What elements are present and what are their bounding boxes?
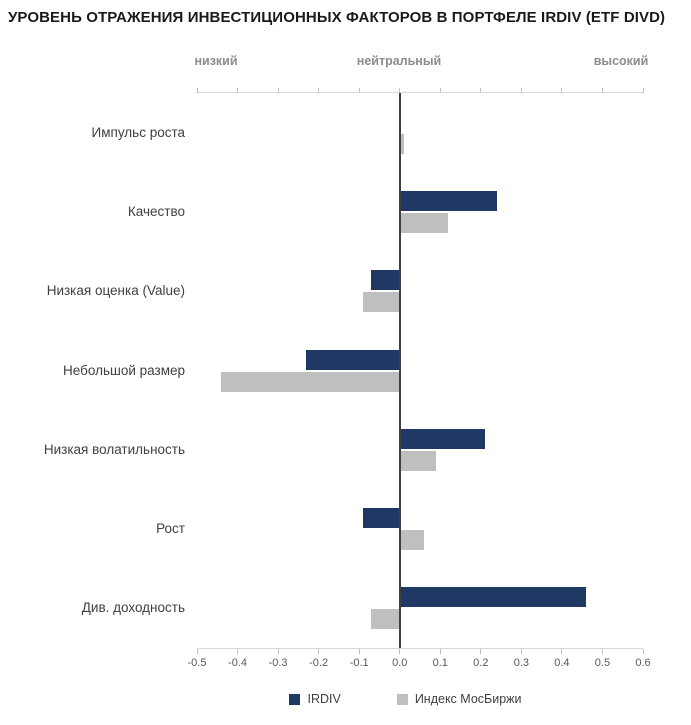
legend-item: IRDIV [289,692,341,706]
legend-label: Индекс МосБиржи [414,692,522,706]
category-label: Качество [127,203,185,219]
bottom-tick-mark [318,649,320,654]
x-tick-label: 0.6 [635,657,651,669]
top-tick-mark [642,88,644,93]
top-tick-mark [480,88,482,93]
x-tick-label: -0.1 [349,657,369,669]
bar-mosbirzhi-index [221,371,400,392]
zone-label-high: высокий [593,54,649,68]
bar-mosbirzhi-index [399,133,404,154]
bar-irdiv [306,349,400,370]
top-tick-mark [439,88,441,93]
category-label: Небольшой размер [63,362,185,378]
category-label: Рост [156,521,185,537]
zone-label-low: низкий [194,54,238,68]
chart-title: УРОВЕНЬ ОТРАЖЕНИЯ ИНВЕСТИЦИОННЫХ ФАКТОРО… [8,9,666,26]
category-label: Низкая волатильность [43,441,185,457]
top-tick-mark [601,88,603,93]
bottom-axis-line [197,648,643,649]
bar-mosbirzhi-index [399,450,437,471]
chart-legend: IRDIV Индекс МосБиржи [60,692,691,706]
x-tick-label: -0.5 [187,657,207,669]
x-tick-label: 0.5 [594,657,611,669]
bottom-tick-mark [480,649,482,654]
bar-irdiv [399,190,498,211]
top-tick-mark [561,88,563,93]
x-tick-label: 0.0 [392,657,408,669]
legend-item: Индекс МосБиржи [396,692,522,706]
bottom-tick-mark [561,649,563,654]
top-tick-mark [277,88,279,93]
category-label: Див. доходность [81,600,185,616]
zero-axis-line [398,93,401,648]
x-tick-label: 0.2 [473,657,489,669]
top-tick-mark [318,88,320,93]
category-label: Низкая оценка (Value) [46,283,185,299]
x-tick-label: 0.4 [554,657,570,669]
bar-mosbirzhi-index [363,292,400,313]
bar-irdiv [399,428,485,449]
bar-irdiv [399,587,587,608]
top-axis-line [197,92,643,93]
bottom-tick-mark [358,649,360,654]
top-tick-mark [399,88,401,93]
x-tick-label: -0.3 [268,657,288,669]
bottom-tick-mark [277,649,279,654]
top-tick-mark [237,88,239,93]
top-tick-mark [520,88,522,93]
bar-mosbirzhi-index [399,212,449,233]
bar-irdiv [363,508,400,529]
top-tick-mark [196,88,198,93]
legend-swatch [396,693,408,705]
zone-label-neutral: нейтральный [356,54,442,68]
x-tick-label: 0.3 [513,657,529,669]
bottom-tick-mark [439,649,441,654]
legend-swatch [289,693,301,705]
x-tick-label: 0.1 [432,657,448,669]
top-tick-mark [358,88,360,93]
x-tick-label: -0.2 [309,657,329,669]
category-label: Импульс роста [91,124,185,140]
bar-mosbirzhi-index [399,530,425,551]
bottom-tick-mark [642,649,644,654]
bottom-tick-mark [601,649,603,654]
bottom-tick-mark [399,649,401,654]
bar-mosbirzhi-index [371,609,400,630]
bottom-tick-mark [196,649,198,654]
bottom-tick-mark [237,649,239,654]
legend-label: IRDIV [307,692,341,706]
bar-irdiv [371,270,400,291]
x-tick-label: -0.4 [228,657,248,669]
bottom-tick-mark [520,649,522,654]
